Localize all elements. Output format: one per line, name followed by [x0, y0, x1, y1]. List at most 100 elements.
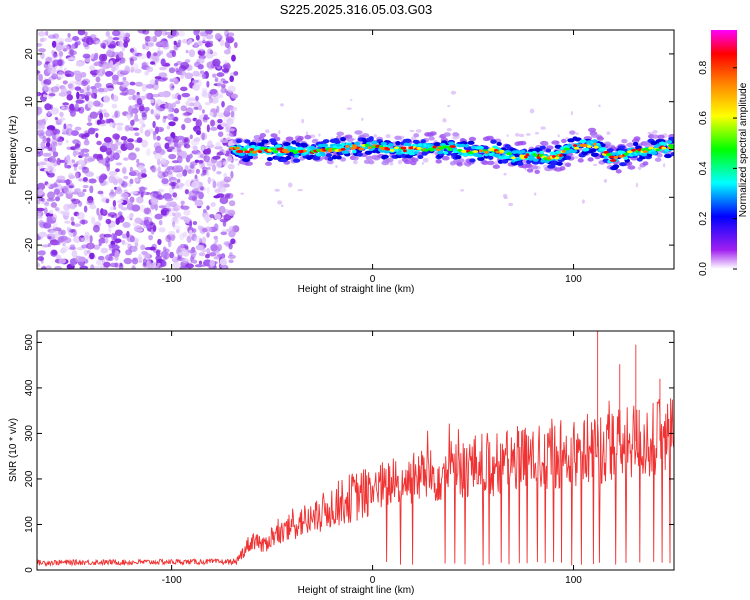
signal-blob	[342, 150, 350, 154]
noise-blob	[54, 241, 61, 246]
noise-blob	[78, 237, 83, 243]
noise-blob	[134, 177, 140, 182]
noise-blob	[105, 31, 111, 37]
signal-blob	[447, 148, 453, 151]
noise-blob	[154, 78, 159, 86]
noise-blob	[157, 262, 161, 267]
colorbar-ticks: 0.0 0.2 0.4 0.6 0.8	[698, 60, 737, 276]
noise-blob	[177, 94, 182, 101]
signal-blob	[449, 145, 457, 148]
noise-blob	[37, 210, 44, 217]
noise-blob	[97, 190, 104, 195]
signal-blob	[499, 149, 505, 153]
noise-blob	[146, 223, 152, 230]
signal-blob	[235, 146, 240, 150]
noise-blob	[131, 265, 136, 269]
scatter-blob	[361, 117, 364, 121]
noise-blob	[143, 216, 149, 220]
noise-blob	[172, 216, 178, 223]
noise-blob	[82, 184, 89, 189]
noise-blob	[111, 248, 116, 254]
noise-blob	[37, 142, 41, 147]
noise-blob	[84, 95, 89, 101]
noise-blob	[198, 50, 202, 56]
noise-blob	[51, 73, 59, 80]
noise-blob	[217, 118, 223, 124]
signal-blob	[506, 152, 512, 156]
noise-blob	[130, 119, 135, 126]
noise-blob	[172, 204, 181, 212]
noise-blob	[230, 170, 234, 179]
noise-blob	[146, 66, 154, 73]
noise-blob	[230, 238, 236, 245]
y-tick-label: -20	[24, 237, 35, 252]
noise-blob	[162, 246, 167, 253]
noise-blob	[223, 49, 231, 55]
noise-blob	[145, 84, 155, 89]
noise-blob	[216, 181, 224, 189]
signal-blob	[345, 144, 350, 148]
noise-blob	[68, 50, 78, 56]
noise-blob	[62, 242, 66, 247]
noise-blob	[122, 221, 131, 228]
noise-blob	[109, 60, 114, 68]
signal-blob	[417, 154, 424, 160]
noise-blob	[158, 66, 167, 71]
scatter-blob	[575, 132, 579, 135]
noise-blob	[59, 235, 69, 241]
noise-blob	[129, 48, 135, 53]
noise-blob	[192, 228, 197, 233]
noise-blob	[100, 66, 106, 72]
signal-blob	[549, 151, 556, 156]
noise-blob	[190, 139, 199, 146]
noise-blob	[46, 198, 56, 202]
noise-blob	[231, 54, 236, 62]
signal-blob	[420, 139, 427, 144]
noise-blob	[210, 144, 215, 148]
noise-blob	[132, 118, 140, 122]
noise-blob	[126, 88, 136, 96]
noise-blob	[132, 127, 139, 131]
noise-blob	[53, 265, 63, 269]
scatter-blob	[234, 158, 239, 161]
noise-blob	[46, 137, 51, 143]
noise-blob	[201, 249, 207, 253]
noise-blob	[97, 87, 105, 93]
noise-blob	[183, 112, 193, 116]
noise-blob	[45, 141, 51, 148]
noise-blob	[208, 252, 217, 257]
y-tick-label: 300	[24, 425, 35, 442]
signal-blob	[606, 148, 614, 153]
noise-blob	[118, 203, 124, 209]
noise-blob	[127, 215, 134, 219]
noise-blob	[195, 168, 200, 174]
spectrogram-x-ticks: -100 0 100	[162, 30, 582, 285]
noise-blob	[131, 204, 141, 212]
noise-blob	[71, 221, 75, 226]
noise-blob	[149, 99, 155, 104]
noise-blob	[168, 121, 176, 127]
noise-blob	[38, 219, 44, 227]
noise-blob	[40, 197, 45, 202]
scatter-blob	[540, 126, 546, 130]
noise-blob	[169, 251, 174, 259]
noise-blob	[152, 35, 158, 43]
noise-blob	[98, 119, 106, 125]
signal-blob	[413, 133, 420, 138]
noise-blob	[134, 228, 144, 232]
noise-blob	[207, 48, 213, 54]
signal-blob	[406, 143, 412, 147]
signal-blob	[270, 147, 276, 151]
signal-blob	[247, 155, 253, 160]
noise-blob	[78, 133, 86, 138]
noise-blob	[137, 165, 145, 171]
noise-blob	[139, 109, 148, 114]
signal-blob	[250, 154, 258, 160]
noise-blob	[176, 155, 183, 164]
noise-blob	[222, 161, 228, 166]
noise-blob	[188, 229, 193, 238]
signal-blob	[368, 136, 374, 141]
signal-blob	[410, 157, 419, 163]
signal-blob	[433, 142, 441, 147]
noise-blob	[140, 244, 146, 251]
